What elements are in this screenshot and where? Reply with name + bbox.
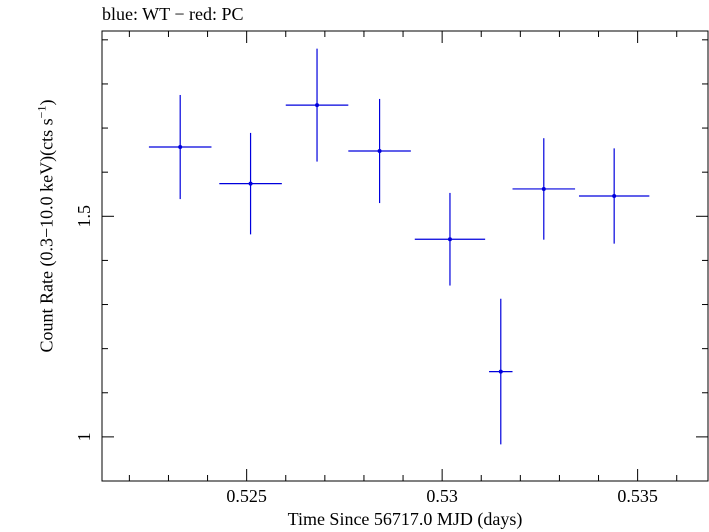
data-point [148,94,212,200]
data-point [219,132,282,235]
point-marker [377,149,382,153]
x-tick-label: 0.535 [617,486,658,506]
axis-ticks [102,31,708,482]
point-marker [498,369,503,374]
y-axis-label: Count Rate (0.3−10.0 keV)(cts s−1) [34,99,57,353]
data-point [348,98,411,204]
plot-frame [101,30,709,482]
y-tick-label: 1.5 [74,205,94,228]
data-point [414,192,486,286]
point-marker [541,186,546,191]
data-points [148,48,650,445]
data-point [512,138,576,240]
chart-title: blue: WT − red: PC [102,4,244,24]
data-point [489,298,513,445]
data-point [578,148,650,244]
y-tick-label: 1 [74,432,94,441]
point-marker [315,103,320,108]
x-axis-label: Time Since 56717.0 MJD (days) [287,509,523,529]
point-marker [612,194,617,198]
point-marker [178,145,183,150]
x-tick-label: 0.525 [226,486,267,506]
tick-labels: 0.525 0.53 0.535 1 1.5 [74,205,658,506]
point-marker [447,237,452,242]
point-marker [248,181,253,186]
x-tick-label: 0.53 [426,486,458,506]
data-point [285,48,349,162]
